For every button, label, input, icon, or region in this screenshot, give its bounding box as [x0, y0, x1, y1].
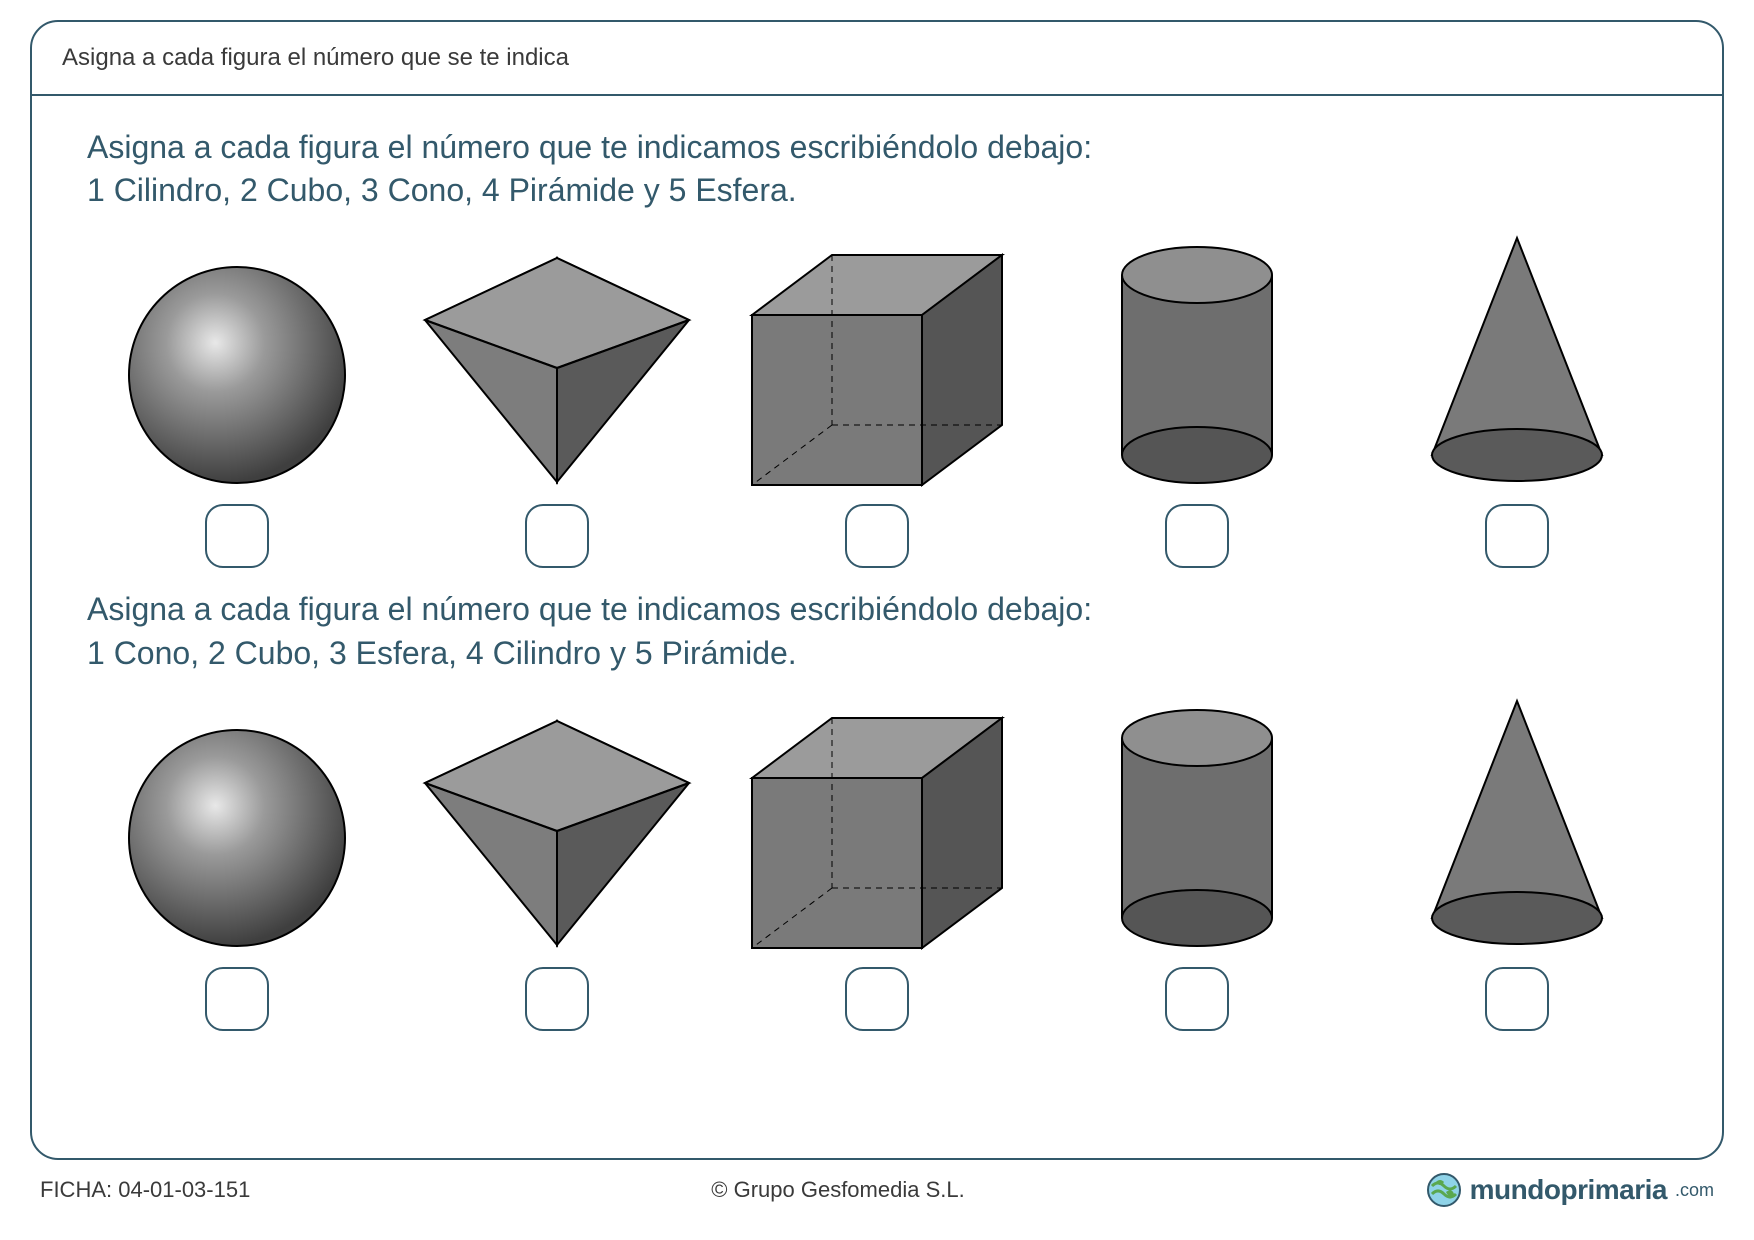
worksheet-card: Asigna a cada figura el número que se te…	[30, 20, 1724, 1160]
shape-pyramid	[417, 713, 697, 1031]
answer-box[interactable]	[1485, 504, 1549, 568]
shape-cube	[737, 240, 1017, 568]
exercise-2-prompt: Asigna a cada figura el número que te in…	[87, 588, 1667, 674]
ficha-label: FICHA: 04-01-03-151	[40, 1177, 250, 1203]
cube-icon	[737, 703, 1017, 953]
answer-box[interactable]	[525, 504, 589, 568]
shape-sphere	[97, 723, 377, 1031]
shapes-row-1	[87, 230, 1667, 568]
worksheet-body: Asigna a cada figura el número que te in…	[32, 96, 1722, 1061]
answer-box[interactable]	[525, 967, 589, 1031]
pyramid-icon	[417, 713, 697, 953]
exercise-1: Asigna a cada figura el número que te in…	[87, 126, 1667, 568]
exercise-1-prompt: Asigna a cada figura el número que te in…	[87, 126, 1667, 212]
cylinder-icon	[1107, 240, 1287, 490]
answer-box[interactable]	[1165, 967, 1229, 1031]
answer-box[interactable]	[845, 967, 909, 1031]
copyright-label: © Grupo Gesfomedia S.L.	[711, 1177, 964, 1203]
shape-cone	[1377, 230, 1657, 568]
sphere-icon	[122, 260, 352, 490]
answer-box[interactable]	[1165, 504, 1229, 568]
worksheet-title: Asigna a cada figura el número que se te…	[32, 22, 1722, 96]
pyramid-icon	[417, 250, 697, 490]
answer-box[interactable]	[205, 967, 269, 1031]
answer-box[interactable]	[205, 504, 269, 568]
sphere-icon	[122, 723, 352, 953]
shape-cube	[737, 703, 1017, 1031]
shape-sphere	[97, 260, 377, 568]
shape-pyramid	[417, 250, 697, 568]
shape-cone	[1377, 693, 1657, 1031]
prompt-line: Asigna a cada figura el número que te in…	[87, 591, 1092, 627]
exercise-2: Asigna a cada figura el número que te in…	[87, 588, 1667, 1030]
shape-cylinder	[1057, 703, 1337, 1031]
shapes-row-2	[87, 693, 1667, 1031]
prompt-line: 1 Cono, 2 Cubo, 3 Esfera, 4 Cilindro y 5…	[87, 635, 797, 671]
cone-icon	[1417, 693, 1617, 953]
answer-box[interactable]	[845, 504, 909, 568]
answer-box[interactable]	[1485, 967, 1549, 1031]
cone-icon	[1417, 230, 1617, 490]
brand-ext: .com	[1675, 1180, 1714, 1201]
prompt-line: 1 Cilindro, 2 Cubo, 3 Cono, 4 Pirámide y…	[87, 172, 797, 208]
globe-icon	[1426, 1172, 1462, 1208]
shape-cylinder	[1057, 240, 1337, 568]
brand-name: mundoprimaria	[1470, 1174, 1667, 1206]
cube-icon	[737, 240, 1017, 490]
worksheet-footer: FICHA: 04-01-03-151 © Grupo Gesfomedia S…	[30, 1160, 1724, 1208]
brand: mundoprimaria .com	[1426, 1172, 1714, 1208]
cylinder-icon	[1107, 703, 1287, 953]
prompt-line: Asigna a cada figura el número que te in…	[87, 129, 1092, 165]
